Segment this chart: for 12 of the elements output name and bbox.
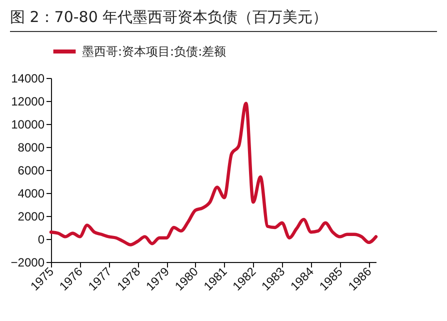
y-tick-label: −2000 (10, 256, 45, 270)
legend-label: 墨西哥:资本项目:负债:差额 (82, 44, 226, 58)
y-tick-label: 2000 (18, 210, 45, 224)
y-tick-label: 10000 (11, 118, 45, 132)
y-tick-label: 14000 (11, 72, 45, 86)
y-tick-label: 0 (38, 232, 45, 246)
y-tick-label: 6000 (18, 164, 45, 178)
y-tick-label: 8000 (18, 140, 45, 154)
line-series (49, 102, 378, 246)
y-tick-label: 4000 (18, 186, 45, 200)
y-tick-label: 12000 (11, 94, 45, 108)
chart-title: 图 2：70-80 年代墨西哥资本负债（百万美元） (10, 8, 437, 32)
